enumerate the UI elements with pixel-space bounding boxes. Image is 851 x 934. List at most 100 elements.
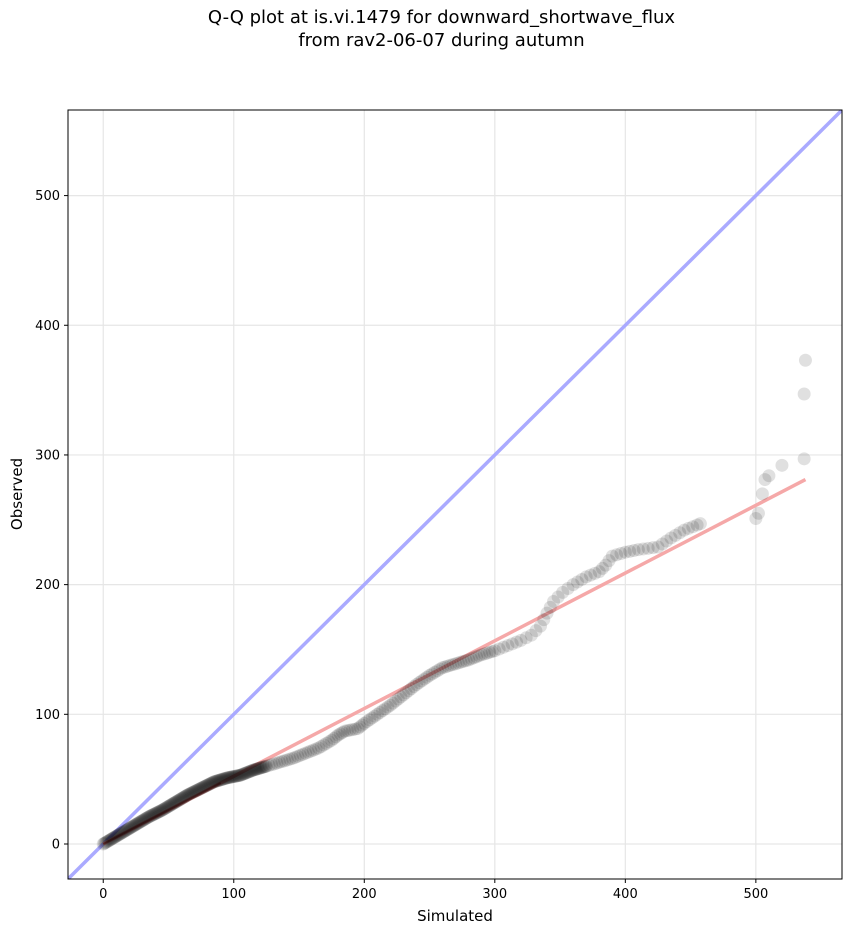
- data-point: [167, 796, 181, 810]
- data-point: [425, 667, 439, 681]
- data-point: [462, 653, 476, 667]
- data-point: [245, 763, 259, 777]
- data-point: [402, 684, 416, 698]
- data-point: [543, 600, 557, 614]
- data-point: [164, 798, 178, 812]
- data-point: [214, 773, 228, 787]
- data-point: [267, 757, 281, 771]
- x-axis-label: Simulated: [417, 907, 493, 925]
- grid: [68, 110, 842, 879]
- data-point: [258, 759, 272, 773]
- data-point: [441, 659, 455, 673]
- data-point: [417, 672, 431, 686]
- data-point: [646, 541, 660, 555]
- data-point: [312, 741, 326, 755]
- data-point: [363, 713, 377, 727]
- data-point: [641, 541, 655, 555]
- data-point: [222, 770, 236, 784]
- data-point: [357, 716, 371, 730]
- data-point: [142, 810, 156, 824]
- data-point: [119, 824, 133, 838]
- data-point: [540, 606, 554, 620]
- data-point: [174, 792, 188, 806]
- y-tick-label: 300: [35, 448, 60, 463]
- plot-frame: [67, 109, 843, 880]
- data-point: [394, 690, 408, 704]
- data-point: [201, 778, 215, 792]
- data-point: [430, 664, 444, 678]
- data-point: [240, 765, 254, 779]
- data-point: [195, 781, 209, 795]
- data-point: [178, 790, 192, 804]
- data-point: [212, 773, 226, 787]
- data-point: [192, 782, 206, 796]
- data-point: [232, 768, 246, 782]
- data-point: [524, 628, 538, 642]
- data-point: [533, 619, 547, 633]
- data-point: [133, 815, 147, 829]
- data-point: [547, 594, 561, 608]
- data-point: [230, 769, 244, 783]
- data-point: [272, 755, 286, 769]
- data-point: [242, 765, 256, 779]
- data-point: [207, 775, 221, 789]
- chart-title-line2: from rav2-06-07 during autumn: [298, 30, 585, 51]
- data-point: [412, 676, 426, 690]
- data-point: [588, 566, 602, 580]
- data-point: [151, 805, 165, 819]
- data-point: [278, 754, 292, 768]
- data-point: [144, 809, 158, 823]
- data-point: [123, 821, 137, 835]
- data-point: [336, 725, 350, 739]
- data-point: [762, 469, 776, 483]
- data-point: [170, 794, 184, 808]
- data-point: [148, 807, 162, 821]
- data-point: [166, 797, 180, 811]
- data-point: [365, 711, 379, 725]
- data-point: [213, 773, 227, 787]
- data-point: [147, 807, 161, 821]
- data-point: [404, 682, 418, 696]
- data-point: [797, 452, 811, 466]
- data-point: [514, 633, 528, 647]
- data-point: [610, 548, 624, 562]
- data-point: [797, 387, 811, 401]
- data-point: [623, 544, 637, 558]
- y-tick-label: 400: [35, 319, 60, 334]
- data-point: [122, 822, 136, 836]
- data-point: [238, 766, 252, 780]
- y-tick-label: 0: [52, 837, 60, 852]
- data-point: [114, 827, 128, 841]
- data-point: [140, 811, 154, 825]
- data-point: [248, 762, 262, 776]
- data-point: [160, 800, 174, 814]
- data-point: [381, 700, 395, 714]
- fit-line-dense-segment: [102, 782, 222, 845]
- data-point: [106, 831, 120, 845]
- data-point: [399, 686, 413, 700]
- data-point: [409, 677, 423, 691]
- data-point: [664, 531, 678, 545]
- data-point: [127, 819, 141, 833]
- data-point: [570, 575, 584, 589]
- data-point: [319, 736, 333, 750]
- data-point: [383, 698, 397, 712]
- data-point: [220, 771, 234, 785]
- data-point: [217, 772, 231, 786]
- data-point: [188, 784, 202, 798]
- data-point: [309, 742, 323, 756]
- data-point: [113, 827, 127, 841]
- data-point: [233, 768, 247, 782]
- data-point: [459, 654, 473, 668]
- data-point: [497, 640, 511, 654]
- data-point: [449, 657, 463, 671]
- data-point: [631, 543, 645, 557]
- data-point: [181, 788, 195, 802]
- data-point: [579, 570, 593, 584]
- data-point: [407, 680, 421, 694]
- data-point: [139, 812, 153, 826]
- x-tick-label: 0: [99, 887, 107, 902]
- data-point: [253, 761, 267, 775]
- data-point: [355, 718, 369, 732]
